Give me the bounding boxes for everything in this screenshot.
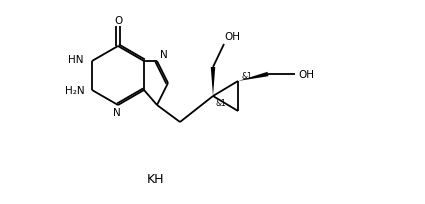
Text: HN: HN: [68, 55, 83, 65]
Text: N: N: [160, 50, 168, 60]
Text: O: O: [114, 16, 122, 26]
Text: H₂N: H₂N: [65, 86, 85, 95]
Text: &1: &1: [215, 99, 226, 108]
Text: OH: OH: [298, 70, 314, 80]
Text: N: N: [113, 108, 121, 118]
Polygon shape: [211, 68, 215, 96]
Text: OH: OH: [224, 32, 240, 42]
Text: KH: KH: [146, 173, 164, 186]
Polygon shape: [238, 72, 269, 82]
Text: &1: &1: [241, 72, 252, 81]
